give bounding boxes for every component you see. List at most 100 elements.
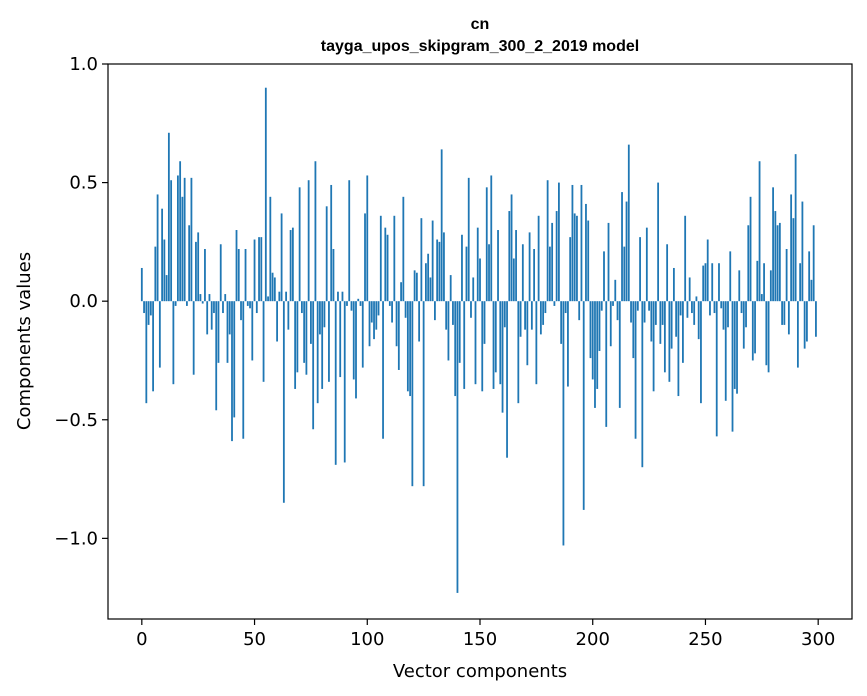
bar-227 — [652, 301, 655, 392]
bar-113 — [395, 301, 398, 347]
bar-89 — [341, 291, 344, 302]
bar-104 — [375, 301, 378, 330]
bar-61 — [278, 291, 281, 302]
bar-60 — [276, 301, 278, 342]
bar-7 — [156, 194, 159, 302]
bar-47 — [246, 301, 249, 306]
bar-92 — [348, 180, 351, 302]
bar-264 — [736, 301, 738, 394]
bar-212 — [618, 301, 621, 408]
bar-68 — [294, 301, 297, 389]
bar-296 — [808, 251, 811, 302]
bar-168 — [519, 301, 522, 337]
bar-209 — [612, 301, 614, 306]
bar-274 — [758, 161, 761, 302]
bar-193 — [576, 215, 578, 302]
x-tick-label: 150 — [463, 629, 497, 650]
bar-125 — [422, 301, 425, 487]
bar-224 — [645, 227, 648, 302]
bar-290 — [794, 154, 797, 302]
bar-253 — [711, 263, 714, 302]
bar-188 — [564, 301, 567, 314]
bar-220 — [636, 301, 639, 311]
bar-163 — [508, 211, 511, 302]
bar-283 — [778, 222, 781, 302]
y-tick-label: 0.5 — [69, 173, 98, 194]
bar-155 — [490, 175, 493, 302]
bar-169 — [521, 244, 524, 302]
bar-278 — [767, 301, 770, 373]
bar-70 — [298, 187, 301, 302]
bar-142 — [461, 234, 463, 302]
bar-123 — [418, 301, 421, 342]
bar-114 — [397, 301, 400, 370]
bar-291 — [796, 301, 799, 368]
bar-56 — [267, 296, 269, 302]
bar-17 — [179, 161, 182, 302]
bar-177 — [539, 301, 542, 335]
bar-127 — [427, 253, 430, 302]
bar-157 — [494, 301, 497, 373]
bar-13 — [170, 180, 173, 302]
bar-15 — [174, 301, 177, 306]
bar-109 — [386, 234, 389, 302]
bar-263 — [733, 301, 736, 389]
bar-6 — [154, 246, 157, 302]
bar-195 — [580, 184, 583, 302]
bar-71 — [300, 301, 303, 314]
bar-138 — [452, 301, 454, 325]
bar-190 — [569, 237, 572, 302]
bar-295 — [806, 301, 808, 342]
bar-99 — [364, 213, 366, 302]
bar-131 — [436, 239, 439, 302]
bar-238 — [677, 301, 680, 397]
bar-77 — [314, 161, 317, 302]
bar-107 — [382, 301, 384, 439]
bar-178 — [542, 301, 545, 325]
bar-11 — [165, 275, 168, 302]
bar-173 — [530, 301, 533, 330]
bar-69 — [296, 301, 299, 373]
bar-59 — [273, 277, 276, 302]
bar-44 — [240, 301, 242, 321]
bar-261 — [729, 251, 732, 302]
x-axis: 0 50 100 150 200 250 300 — [136, 619, 835, 650]
bar-275 — [760, 294, 763, 302]
bar-172 — [528, 232, 531, 302]
bar-147 — [472, 277, 475, 302]
x-tick-label: 100 — [350, 629, 384, 650]
bar-268 — [745, 301, 747, 328]
bar-297 — [810, 279, 813, 302]
bar-65 — [287, 301, 290, 330]
bar-34 — [217, 301, 220, 363]
bar-246 — [695, 296, 698, 302]
bar-211 — [616, 301, 619, 321]
bar-150 — [479, 258, 481, 302]
bar-94 — [352, 301, 355, 380]
bar-266 — [740, 301, 743, 314]
y-tick-label: −0.5 — [54, 410, 98, 431]
bar-234 — [668, 301, 671, 382]
bar-87 — [337, 291, 339, 302]
bar-80 — [321, 301, 324, 389]
bar-72 — [303, 301, 306, 363]
bar-series — [140, 87, 817, 593]
bar-203 — [598, 301, 601, 351]
bar-228 — [654, 301, 657, 325]
bar-262 — [731, 301, 734, 432]
bar-82 — [325, 206, 328, 302]
bar-205 — [603, 251, 605, 302]
bar-267 — [742, 301, 745, 349]
bar-194 — [578, 301, 581, 321]
bar-53 — [260, 237, 263, 302]
bar-124 — [420, 218, 423, 302]
bar-208 — [609, 301, 612, 347]
bar-27 — [201, 301, 204, 304]
bar-219 — [634, 301, 637, 439]
bar-144 — [465, 246, 468, 302]
bar-29 — [206, 301, 209, 335]
bar-293 — [801, 201, 804, 302]
bar-118 — [406, 301, 409, 392]
bar-143 — [463, 301, 466, 389]
bar-248 — [700, 301, 702, 404]
